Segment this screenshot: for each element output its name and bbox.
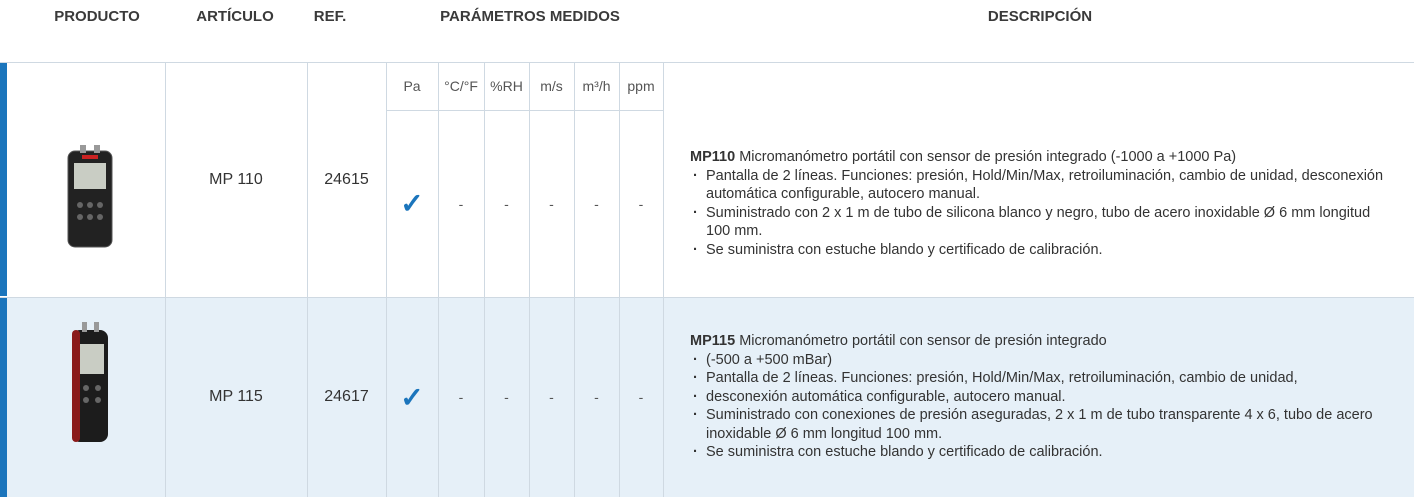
column-header: ARTÍCULO xyxy=(196,8,274,25)
bullet: Se suministra con estuche blando y certi… xyxy=(690,241,1396,260)
parameter-value: - xyxy=(638,195,644,212)
parameter-value: - xyxy=(638,389,644,405)
row-stripe xyxy=(0,298,7,497)
parameter-value: - xyxy=(549,389,554,405)
bullet: (-500 a +500 mBar) xyxy=(690,351,1396,370)
column-header: DESCRIPCIÓN xyxy=(987,8,1093,25)
rule xyxy=(529,62,530,497)
rule xyxy=(165,62,166,497)
rule xyxy=(574,62,575,497)
bullet: desconexión automática configurable, aut… xyxy=(690,388,1396,407)
bullet-list: (-500 a +500 mBar)Pantalla de 2 líneas. … xyxy=(690,351,1396,462)
parameter-value: - xyxy=(504,389,509,405)
bullet: Suministrado con 2 x 1 m de tubo de sili… xyxy=(690,204,1396,241)
rule xyxy=(663,62,664,497)
rule xyxy=(0,62,1414,63)
column-header: REF. xyxy=(313,8,347,25)
bullet: Suministrado con conexiones de presión a… xyxy=(690,406,1396,443)
model: MP110 xyxy=(690,149,736,165)
parameter-value: - xyxy=(594,389,599,405)
bullet: Pantalla de 2 líneas. Funciones: presión… xyxy=(690,167,1396,204)
parameter-value: - xyxy=(458,389,464,405)
parameter-value: - xyxy=(549,195,554,212)
model: MP115 xyxy=(690,333,736,349)
parameter-header: m³/h xyxy=(582,78,611,94)
rule xyxy=(386,110,663,111)
bullet: Pantalla de 2 líneas. Funciones: presión… xyxy=(690,369,1396,388)
reference: 24617 xyxy=(324,388,369,405)
column-header: PRODUCTO xyxy=(54,8,140,25)
parameter-header: m/s xyxy=(540,78,563,94)
article: MP 110 xyxy=(209,170,263,188)
description: MP110 Micromanómetro portátil con sensor… xyxy=(690,148,1396,259)
parameter-value: - xyxy=(594,195,599,212)
column-header: PARÁMETROS MEDIDOS xyxy=(440,8,620,25)
summary: Micromanómetro portátil con sensor de pr… xyxy=(739,333,1107,349)
rule xyxy=(438,62,439,497)
description: MP115 Micromanómetro portátil con sensor… xyxy=(690,332,1396,462)
parameter-header: %RH xyxy=(490,78,523,94)
parameter-header: °C/°F xyxy=(444,78,478,94)
product-image xyxy=(67,145,113,248)
bullet-list: Pantalla de 2 líneas. Funciones: presión… xyxy=(690,167,1396,260)
parameter-value: - xyxy=(458,195,464,212)
row-stripe xyxy=(0,62,7,296)
description-head: MP110 Micromanómetro portátil con sensor… xyxy=(690,148,1396,167)
summary: Micromanómetro portátil con sensor de pr… xyxy=(739,149,1237,165)
article: MP 115 xyxy=(209,388,263,405)
parameter-value: - xyxy=(504,195,509,212)
rule xyxy=(386,62,387,497)
parameter-header: ppm xyxy=(627,78,655,94)
description-head: MP115 Micromanómetro portátil con sensor… xyxy=(690,332,1396,351)
rule xyxy=(484,62,485,497)
rule xyxy=(619,62,620,497)
parameter-check: ✓ xyxy=(400,381,424,413)
rule xyxy=(0,297,1414,298)
parameter-check: ✓ xyxy=(400,188,424,219)
parameter-header: Pa xyxy=(403,78,421,94)
bullet: Se suministra con estuche blando y certi… xyxy=(690,443,1396,462)
product-image xyxy=(72,322,108,442)
reference: 24615 xyxy=(324,170,369,188)
rule xyxy=(307,62,308,497)
